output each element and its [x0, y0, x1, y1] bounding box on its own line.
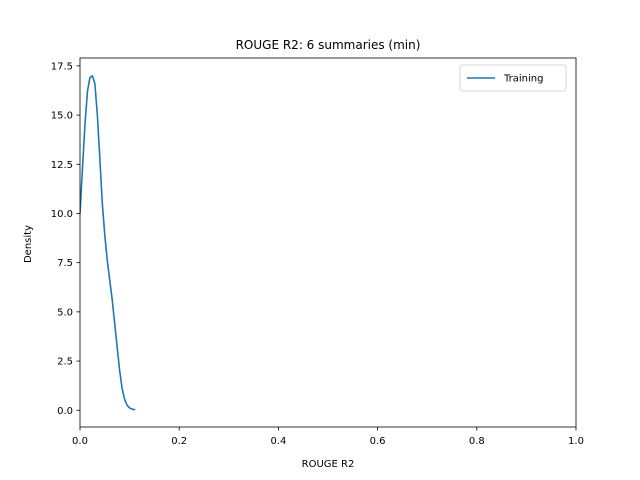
x-tick-label: 0.8: [469, 436, 485, 447]
y-tick-label: 10.0: [51, 209, 73, 220]
x-tick-label: 0.6: [370, 436, 386, 447]
y-tick-label: 12.5: [51, 160, 73, 171]
chart-title: ROUGE R2: 6 summaries (min): [236, 38, 421, 52]
x-tick-label: 0.0: [72, 436, 88, 447]
y-tick-label: 15.0: [51, 111, 73, 122]
legend-label: Training: [503, 74, 543, 85]
y-axis-label: Density: [23, 225, 34, 263]
y-tick-label: 0.0: [57, 406, 73, 417]
plot-area: [80, 74, 136, 411]
y-tick-label: 7.5: [57, 258, 73, 269]
x-tick-label: 0.2: [171, 436, 187, 447]
axes-frame: [79, 57, 577, 428]
legend-box: [459, 64, 567, 92]
y-tick-label: 17.5: [51, 61, 73, 72]
x-tick-label: 0.4: [270, 436, 286, 447]
y-tick-label: 5.0: [57, 307, 73, 318]
axes: 0.0 0.2 0.4 0.6 0.8 1.0 0.0 2.5 5.0 7.5 10.0 12.5 15…: [51, 57, 584, 447]
x-tick-label: 1.0: [568, 436, 584, 447]
series-line-0: [80, 74, 136, 411]
legend: Training: [459, 64, 567, 92]
y-tick-label: 2.5: [57, 357, 73, 368]
x-axis-label: ROUGE R2: [302, 459, 355, 470]
